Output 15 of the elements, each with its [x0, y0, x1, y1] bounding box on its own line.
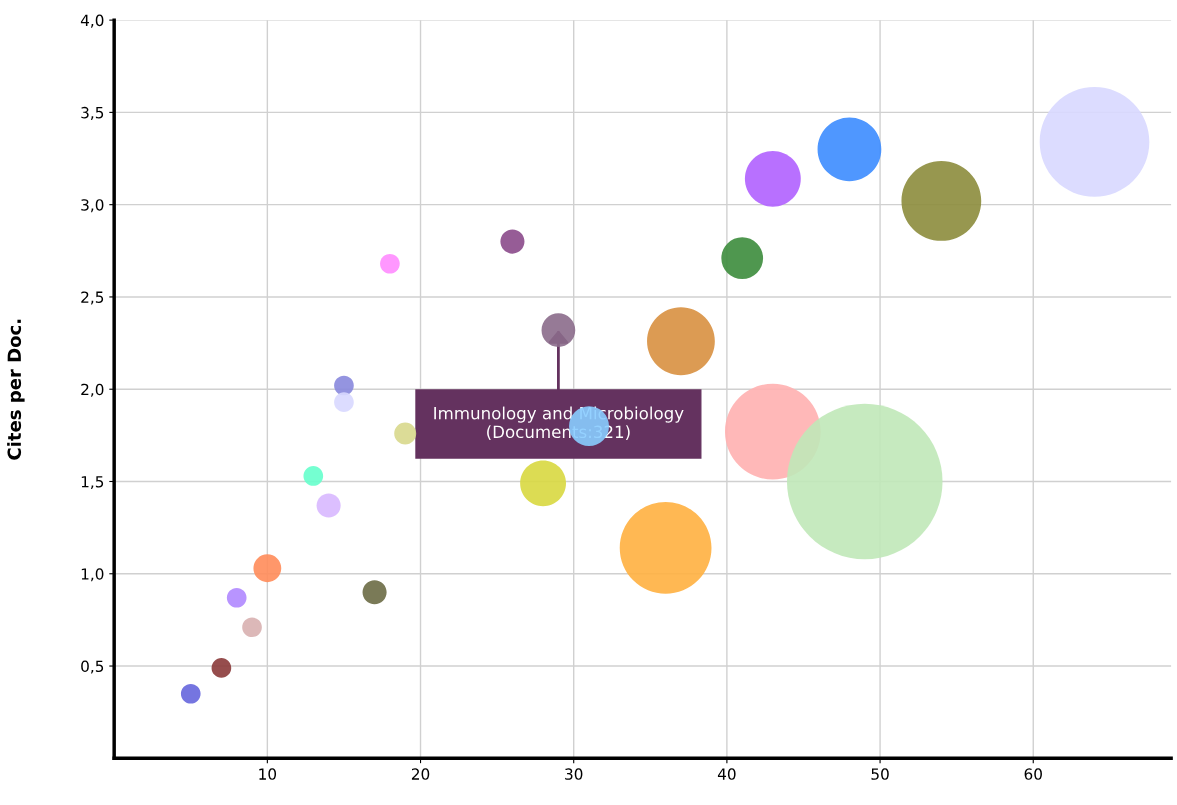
y-axis-title: Cites per Doc.: [7, 319, 25, 460]
y-tick-label: 4,0: [80, 14, 104, 28]
x-tick-label: 40: [717, 768, 736, 780]
y-tick-label: 0,5: [81, 660, 104, 674]
y-tick-label: 1,5: [81, 476, 104, 490]
y-tick-label: 1,0: [81, 568, 104, 582]
y-tick-label: 3,0: [81, 199, 104, 213]
y-tick-label: 2,0: [81, 383, 104, 397]
x-tick-label: 60: [1024, 768, 1042, 780]
x-tick-label: 20: [411, 768, 430, 780]
y-tick-label: 3,5: [81, 106, 104, 120]
y-tick-label: 2,5: [81, 291, 104, 305]
x-tick-label: 30: [565, 768, 583, 780]
x-tick-label: 10: [259, 768, 277, 780]
x-tick-label: 50: [871, 768, 889, 780]
